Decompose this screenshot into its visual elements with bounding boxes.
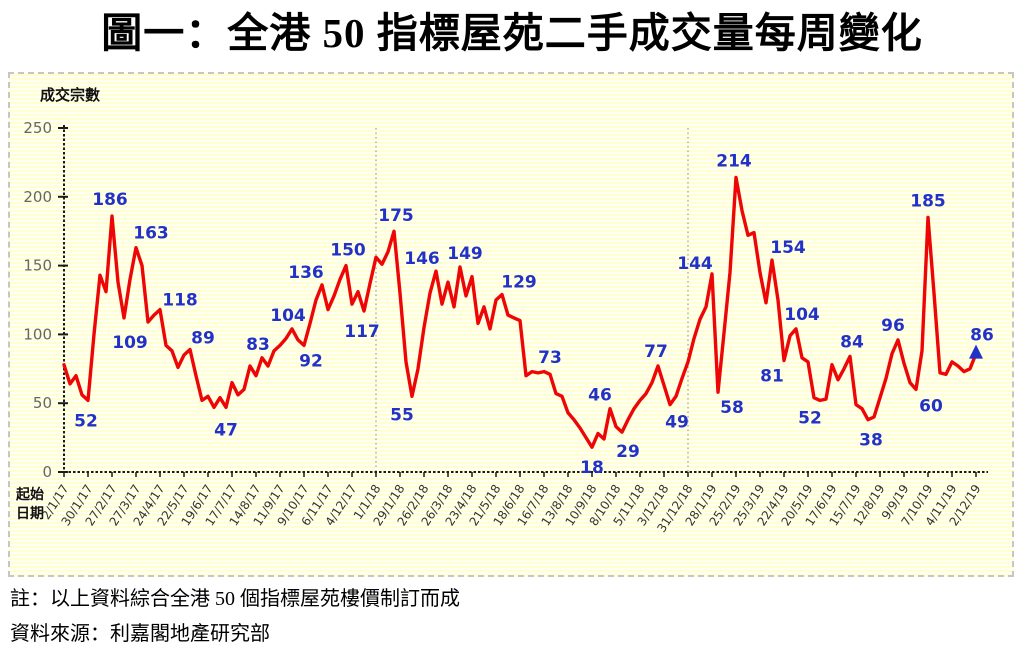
data-point-label: 83	[246, 335, 270, 355]
data-point-label: 84	[840, 332, 864, 352]
data-point-label: 92	[299, 351, 323, 371]
data-point-label: 58	[720, 398, 744, 418]
data-point-label: 146	[404, 249, 440, 269]
y-tick-label: 200	[23, 188, 52, 206]
y-axis-title: 成交宗數	[40, 86, 101, 104]
footnote: 註：以上資料綜合全港 50 個指標屋苑樓價制訂而成	[10, 588, 460, 610]
data-point-label: 175	[378, 206, 414, 226]
data-point-label: 46	[588, 386, 612, 406]
transaction-line-chart: 0501001502002502/1/1730/1/1727/2/1727/3/…	[23, 119, 994, 535]
chart-frame: 0 50 100 150 200 250 2/1/17 30/1/17 27/2/17 27/3/…	[8, 72, 1014, 577]
data-point-label: 117	[344, 322, 380, 342]
data-point-label: 38	[859, 431, 883, 451]
x-axis-title-line2: 日期	[16, 506, 44, 522]
data-point-label: 18	[580, 458, 604, 478]
latest-week-marker	[969, 344, 983, 359]
y-tick-label: 0	[42, 463, 52, 481]
y-tick-label: 150	[23, 257, 52, 275]
data-point-label: 77	[644, 342, 668, 362]
data-point-label: 29	[616, 442, 640, 462]
data-point-label: 55	[390, 405, 414, 425]
data-point-label: 214	[716, 152, 752, 172]
data-point-label: 96	[881, 316, 905, 336]
chart-title: 圖一：全港 50 指標屋苑二手成交量每周變化	[101, 10, 923, 56]
data-point-label: 104	[270, 306, 306, 326]
data-point-label: 136	[288, 263, 324, 283]
data-point-label: 86	[970, 326, 994, 346]
data-point-label: 52	[798, 408, 822, 428]
source-note: 資料來源：利嘉閣地產研究部	[10, 623, 270, 645]
y-tick-label: 100	[23, 325, 52, 343]
x-axis-title-line1: 起始	[16, 487, 44, 503]
data-point-label: 144	[677, 254, 713, 274]
data-point-label: 186	[92, 190, 128, 210]
data-point-label: 109	[112, 333, 148, 353]
data-point-label: 81	[760, 367, 784, 387]
weekly-transactions-line	[62, 175, 978, 449]
data-point-label: 185	[910, 191, 946, 211]
data-point-label: 89	[191, 329, 215, 349]
data-point-label: 47	[214, 420, 238, 440]
x-axis-title: 起始 日期	[16, 486, 44, 524]
data-point-label: 118	[162, 291, 198, 311]
data-point-label: 104	[784, 305, 820, 325]
data-point-label: 52	[74, 411, 98, 431]
y-tick-label: 250	[23, 119, 52, 137]
data-point-label: 60	[919, 396, 943, 416]
data-point-label: 154	[770, 238, 806, 258]
data-point-label: 129	[501, 272, 537, 292]
data-point-label: 150	[330, 241, 366, 261]
data-point-label: 163	[133, 224, 169, 244]
data-point-label: 73	[538, 348, 562, 368]
data-point-label: 49	[665, 413, 689, 433]
y-tick-label: 50	[33, 394, 52, 412]
data-point-label: 149	[447, 244, 483, 264]
